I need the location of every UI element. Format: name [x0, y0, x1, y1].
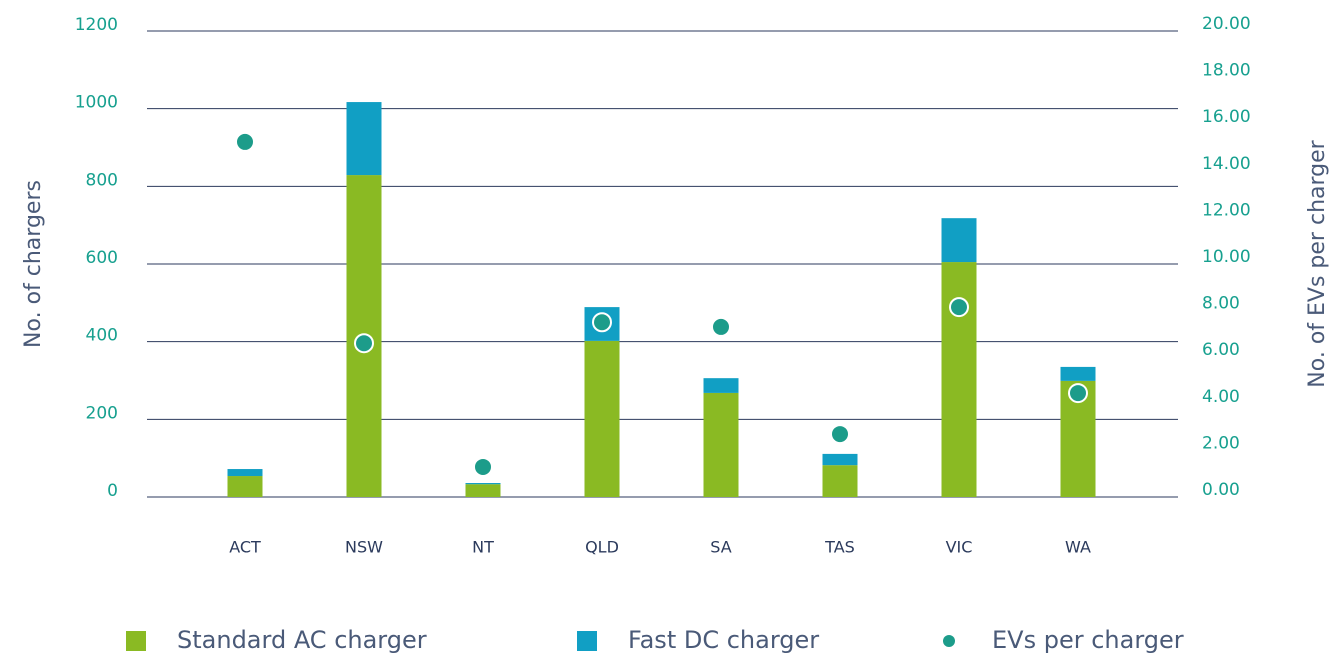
x-tick-label: NSW	[345, 538, 383, 557]
point	[592, 312, 612, 333]
x-tick-label: SA	[710, 538, 731, 557]
bar	[465, 483, 501, 485]
point	[354, 333, 374, 354]
y-tick-label: 1200	[75, 15, 118, 35]
y-tick-label: 400	[86, 326, 118, 346]
y2-tick-label: 6.00	[1202, 340, 1240, 360]
bar	[584, 340, 620, 497]
point	[1068, 383, 1088, 404]
legend-swatch	[126, 631, 146, 651]
y2-tick-label: 18.00	[1202, 61, 1251, 81]
x-tick-label: VIC	[946, 538, 973, 557]
y2-tick-label: 20.00	[1202, 14, 1251, 34]
y-tick-label: 600	[86, 248, 118, 268]
y2-tick-label: 8.00	[1202, 294, 1240, 314]
y-axis-title: No. of chargers	[21, 180, 46, 348]
x-tick-label: QLD	[585, 538, 619, 557]
legend-swatch	[943, 635, 955, 647]
bar	[822, 465, 858, 497]
bar	[703, 392, 739, 497]
bar	[227, 476, 263, 497]
legend-label: Standard AC charger	[177, 626, 427, 654]
y-tick-label: 200	[86, 403, 118, 423]
point	[830, 424, 850, 445]
point	[473, 456, 493, 477]
bar	[822, 453, 858, 466]
y-tick-label: 0	[107, 481, 118, 501]
y2-tick-label: 4.00	[1202, 387, 1240, 407]
bar	[227, 469, 263, 477]
y2-tick-label: 16.00	[1202, 107, 1251, 127]
y-tick-label: 800	[86, 170, 118, 190]
y2-tick-label: 0.00	[1202, 480, 1240, 500]
bar	[703, 378, 739, 393]
bar	[941, 218, 977, 263]
bar	[346, 102, 382, 176]
legend-label: EVs per charger	[992, 626, 1184, 654]
y2-tick-label: 10.00	[1202, 247, 1251, 267]
y2-tick-label: 2.00	[1202, 433, 1240, 453]
point	[235, 131, 255, 152]
bar	[1060, 366, 1096, 381]
point	[711, 316, 731, 337]
y2-tick-label: 14.00	[1202, 154, 1251, 174]
legend-swatch	[577, 631, 597, 651]
x-tick-label: WA	[1065, 538, 1091, 557]
bar	[465, 484, 501, 497]
legend-label: Fast DC charger	[628, 626, 819, 654]
x-tick-label: TAS	[824, 538, 855, 557]
y2-axis-title: No. of EVs per charger	[1305, 139, 1330, 387]
point	[949, 297, 969, 318]
y-tick-label: 1000	[75, 93, 118, 113]
y2-tick-label: 12.00	[1202, 200, 1251, 220]
x-tick-label: NT	[472, 538, 494, 557]
x-tick-label: ACT	[229, 538, 261, 557]
